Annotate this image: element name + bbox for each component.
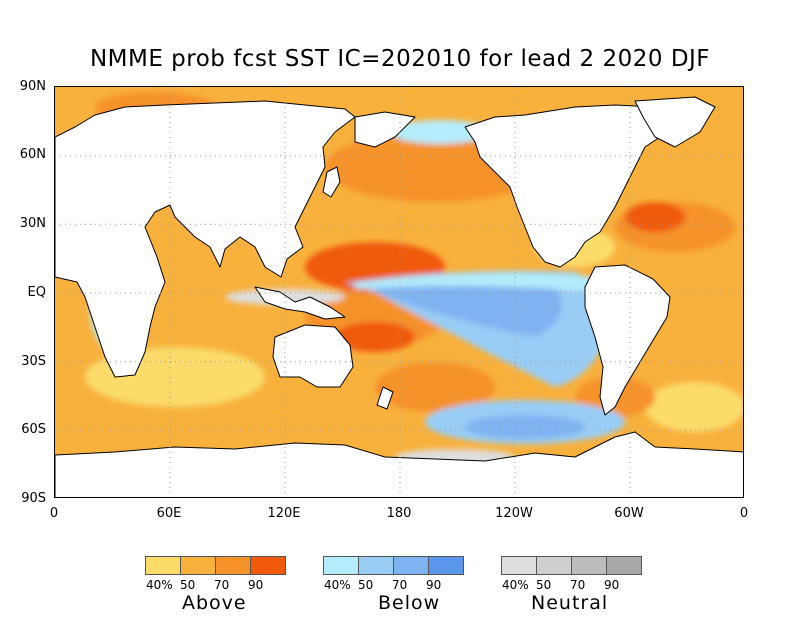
y-axis-label: 30N bbox=[19, 216, 46, 231]
y-axis-label: EQ bbox=[27, 285, 46, 300]
zone-below-40 bbox=[390, 120, 490, 144]
legend-tick: 40% bbox=[502, 578, 529, 592]
zone-above-90 bbox=[335, 322, 415, 352]
legend-tick: 90 bbox=[604, 578, 620, 592]
legend-tick: 50 bbox=[536, 578, 552, 592]
x-axis-label: 180 bbox=[386, 506, 412, 521]
legend-swatch-neutral-90 bbox=[606, 556, 642, 575]
legend-swatch-below-50 bbox=[358, 556, 394, 575]
land-south-america bbox=[584, 264, 671, 416]
land-indonesia bbox=[254, 286, 346, 320]
map-title: NMME prob fcst SST IC=202010 for lead 2 … bbox=[89, 46, 711, 72]
zone-below-40 bbox=[355, 273, 600, 292]
zone-above-70 bbox=[375, 362, 495, 412]
zone-below-70 bbox=[375, 282, 562, 337]
legend-swatch-neutral-40 bbox=[501, 556, 537, 575]
legend-below-label: Below bbox=[378, 592, 441, 614]
zone-above-40 bbox=[645, 382, 743, 432]
land-antarctica bbox=[55, 431, 743, 497]
land-japan bbox=[322, 166, 341, 198]
x-axis-label: 0 bbox=[739, 506, 749, 521]
legend-swatch-below-70 bbox=[393, 556, 429, 575]
y-axis-label: 30S bbox=[21, 354, 46, 369]
map-svg bbox=[55, 87, 743, 497]
land-siberia bbox=[354, 111, 416, 148]
land-new-zealand bbox=[376, 386, 394, 410]
legend-neutral-swatches bbox=[501, 556, 642, 575]
legend-tick: 40% bbox=[146, 578, 173, 592]
legend-tick: 90 bbox=[248, 578, 264, 592]
y-axis-label: 90S bbox=[21, 491, 46, 506]
zone-below-70 bbox=[465, 415, 585, 439]
sst-probability-map bbox=[54, 86, 744, 498]
land-eurasia-africa bbox=[55, 100, 356, 378]
legend-above-swatches bbox=[145, 556, 286, 575]
x-axis-label: 120E bbox=[267, 506, 301, 521]
legend-swatch-above-70 bbox=[215, 556, 251, 575]
legend-below-swatches bbox=[323, 556, 464, 575]
x-axis-label: 120W bbox=[495, 506, 533, 521]
legend-tick: 50 bbox=[180, 578, 196, 592]
legend-below-ticks: 40% 50 70 90 bbox=[324, 578, 448, 592]
legend-swatch-below-90 bbox=[428, 556, 464, 575]
legend-swatch-neutral-70 bbox=[571, 556, 607, 575]
legend-neutral-label: Neutral bbox=[531, 592, 609, 614]
legend-tick: 40% bbox=[324, 578, 351, 592]
y-axis-label: 60S bbox=[21, 422, 46, 437]
legend-tick: 50 bbox=[358, 578, 374, 592]
legend-swatch-above-40 bbox=[145, 556, 181, 575]
zone-above-90 bbox=[625, 202, 685, 232]
legend-tick: 70 bbox=[214, 578, 230, 592]
land-australia bbox=[272, 324, 354, 388]
legend-above-label: Above bbox=[182, 592, 247, 614]
gridlines bbox=[55, 87, 743, 497]
land-north-america bbox=[464, 104, 676, 268]
legend-neutral-ticks: 40% 50 70 90 bbox=[502, 578, 626, 592]
y-axis-label: 60N bbox=[19, 147, 46, 162]
legend-swatch-above-90 bbox=[250, 556, 286, 575]
land-masses bbox=[55, 96, 743, 497]
legend-tick: 70 bbox=[392, 578, 408, 592]
legend-swatch-below-40 bbox=[323, 556, 359, 575]
legend-swatch-neutral-50 bbox=[536, 556, 572, 575]
x-axis-label: 60W bbox=[614, 506, 644, 521]
legend-above-ticks: 40% 50 70 90 bbox=[146, 578, 270, 592]
legend-tick: 70 bbox=[570, 578, 586, 592]
x-axis-label: 0 bbox=[49, 506, 59, 521]
legend-swatch-above-50 bbox=[180, 556, 216, 575]
y-axis-label: 90N bbox=[19, 79, 46, 94]
land-greenland bbox=[634, 96, 716, 148]
legend-tick: 90 bbox=[426, 578, 442, 592]
x-axis-label: 60E bbox=[156, 506, 182, 521]
